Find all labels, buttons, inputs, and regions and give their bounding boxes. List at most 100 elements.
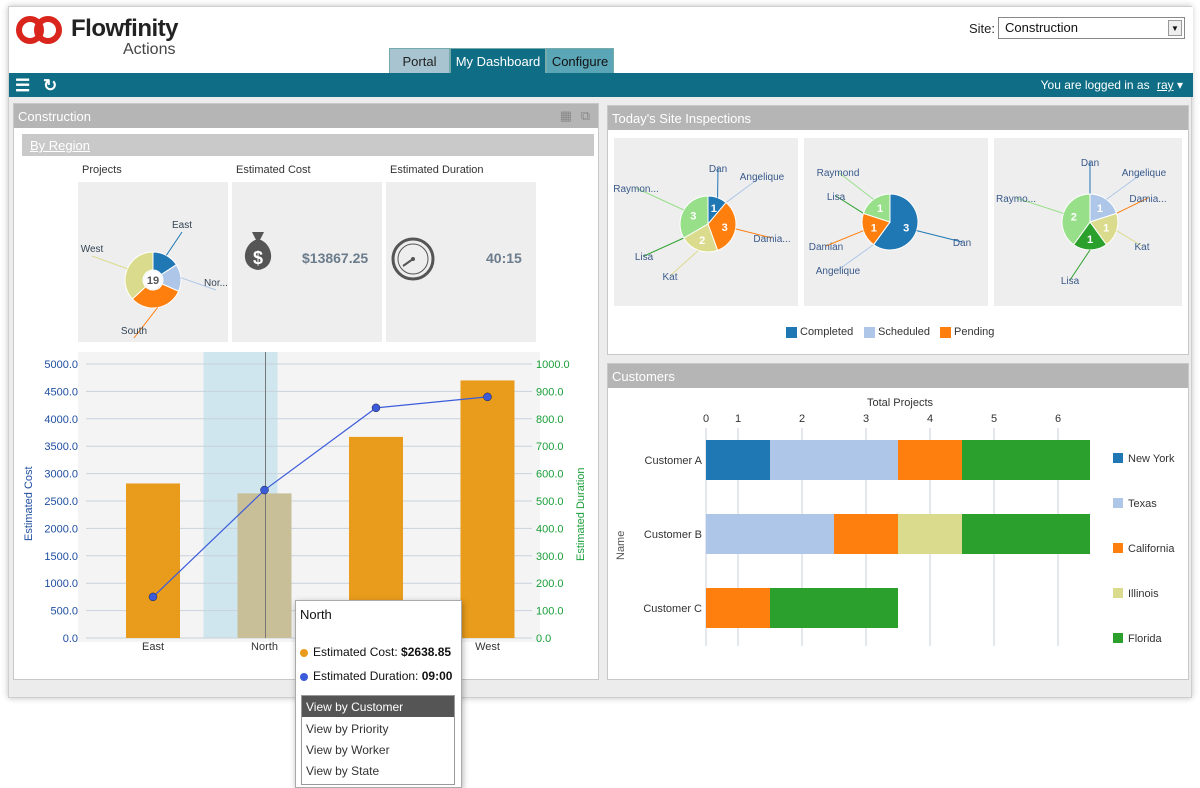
inspection-slice-label: Dan [709, 164, 727, 175]
money-bag-icon: $ [238, 228, 278, 274]
inspection-slice-label: Kat [1134, 242, 1149, 253]
refresh-icon[interactable]: ↻ [43, 76, 57, 96]
x-tick-label: 6 [1055, 413, 1061, 425]
inspection-slice-label: Damia... [1129, 194, 1166, 205]
inspection-slice-label: Raymon... [614, 184, 659, 195]
popout-icon[interactable]: ⧉ [581, 108, 590, 124]
legend-label: Illinois [1128, 588, 1159, 600]
inspection-slice-label: Lisa [827, 192, 846, 203]
header: Flowfinity Actions Site: Construction ▼ … [9, 7, 1193, 73]
inspection-slice-label: Lisa [1061, 276, 1080, 287]
y2-tick-label: 600.0 [536, 469, 564, 481]
cost-bar [126, 483, 180, 638]
legend-label: Florida [1128, 633, 1163, 645]
menu-view-by-priority[interactable]: View by Priority [302, 718, 454, 739]
cost-value: $13867.25 [302, 250, 368, 266]
y2-axis-label: Estimated Duration [575, 467, 587, 561]
chevron-down-icon: ▼ [1168, 20, 1182, 36]
legend-completed: Completed [786, 326, 853, 338]
site-select[interactable]: Construction ▼ [998, 17, 1185, 39]
menu-view-by-state[interactable]: View by State [302, 760, 454, 781]
inspection-slice-value: 3 [903, 222, 909, 234]
by-region-link[interactable]: By Region [30, 138, 90, 153]
legend-pending: Pending [940, 326, 994, 338]
tooltip-duration-value: 09:00 [422, 669, 453, 683]
y-tick-label: 500.0 [50, 606, 78, 618]
duration-point [149, 593, 157, 601]
y2-tick-label: 300.0 [536, 551, 564, 563]
cost-bar [461, 380, 515, 638]
inspection-slice-value: 2 [1071, 212, 1077, 224]
y2-tick-label: 800.0 [536, 414, 564, 426]
user-menu[interactable]: ray [1157, 78, 1174, 92]
y-tick-label: 4000.0 [44, 414, 78, 426]
y-tick-label: 2000.0 [44, 523, 78, 535]
svg-text:$: $ [253, 248, 263, 268]
cost-title: Estimated Cost [236, 164, 311, 176]
y-axis-label: Name [615, 531, 627, 560]
cost-tile: $ $13867.25 [232, 182, 382, 342]
legend-scheduled: Scheduled [864, 326, 930, 338]
tab-portal[interactable]: Portal [389, 48, 450, 74]
inspection-slice-label: Raymond [817, 168, 860, 179]
x-tick-label: 4 [927, 413, 933, 425]
stacked-bar-segment [706, 514, 834, 554]
y-tick-label: 3500.0 [44, 441, 78, 453]
inspection-slice-value: 2 [699, 235, 705, 247]
projects-slice-label: Nor... [204, 278, 228, 289]
tab-my-dashboard[interactable]: My Dashboard [450, 48, 546, 74]
inspection-slice-value: 1 [711, 203, 717, 215]
x-tick-label: 0 [703, 413, 709, 425]
inspection-slice-label: Dan [953, 238, 971, 249]
stacked-bar-segment [834, 514, 898, 554]
inspection-slice-value: 1 [1103, 222, 1109, 234]
inspection-pie-3[interactable]: Dan1AngeliqueDamia...1Kat1Lisa2Raymo... [994, 138, 1182, 306]
duration-value: 40:15 [486, 250, 522, 266]
x-tick-label: 5 [991, 413, 997, 425]
construction-panel: Construction ▦ ⧉ By Region Projects Esti… [13, 103, 599, 680]
menu-icon[interactable]: ☰ [15, 76, 30, 96]
inspection-slice-label: Dan [1081, 158, 1099, 169]
tooltip-title: North [300, 607, 332, 622]
y-tick-label: 0.0 [63, 633, 78, 645]
x-tick-label: North [251, 641, 278, 653]
legend-pending-label: Pending [954, 326, 994, 338]
brand-logo[interactable]: Flowfinity Actions [15, 13, 185, 63]
menu-view-by-worker[interactable]: View by Worker [302, 739, 454, 760]
stacked-bar-segment [962, 514, 1090, 554]
table-icon[interactable]: ▦ [560, 108, 572, 124]
user-status: You are logged in as ray ▾ [1041, 78, 1183, 92]
y2-tick-label: 700.0 [536, 441, 564, 453]
clock-icon [390, 236, 436, 282]
site-label: Site: [969, 21, 995, 36]
tab-configure[interactable]: Configure [546, 48, 614, 74]
stacked-bar-segment [706, 440, 770, 480]
inspection-pie-1[interactable]: 1DanAngelique3Damia...2KatLisa3Raymon... [614, 138, 798, 306]
inspection-slice-label: Kat [662, 272, 677, 283]
legend-swatch [1113, 453, 1123, 463]
x-axis-title: Total Projects [867, 397, 934, 409]
inspection-slice-label: Angelique [816, 266, 861, 277]
legend-label: Texas [1128, 498, 1157, 510]
tooltip-cost-row: Estimated Cost: $2638.85 [300, 645, 451, 659]
inspection-slice-value: 3 [722, 222, 728, 234]
x-tick-label: 1 [735, 413, 741, 425]
menu-view-by-customer[interactable]: View by Customer [302, 696, 454, 717]
nav-bar: ☰ ↻ You are logged in as ray ▾ [9, 73, 1193, 97]
projects-title: Projects [82, 164, 122, 176]
y2-tick-label: 900.0 [536, 386, 564, 398]
legend-swatch [1113, 543, 1123, 553]
y-tick-label: 4500.0 [44, 386, 78, 398]
stacked-bar-segment [706, 588, 770, 628]
brand-name: Flowfinity [71, 15, 178, 43]
y-tick-label: 5000.0 [44, 359, 78, 371]
caret-down-icon[interactable]: ▾ [1177, 78, 1183, 92]
logged-in-label: You are logged in as [1041, 78, 1150, 92]
stacked-bar-segment [898, 514, 962, 554]
